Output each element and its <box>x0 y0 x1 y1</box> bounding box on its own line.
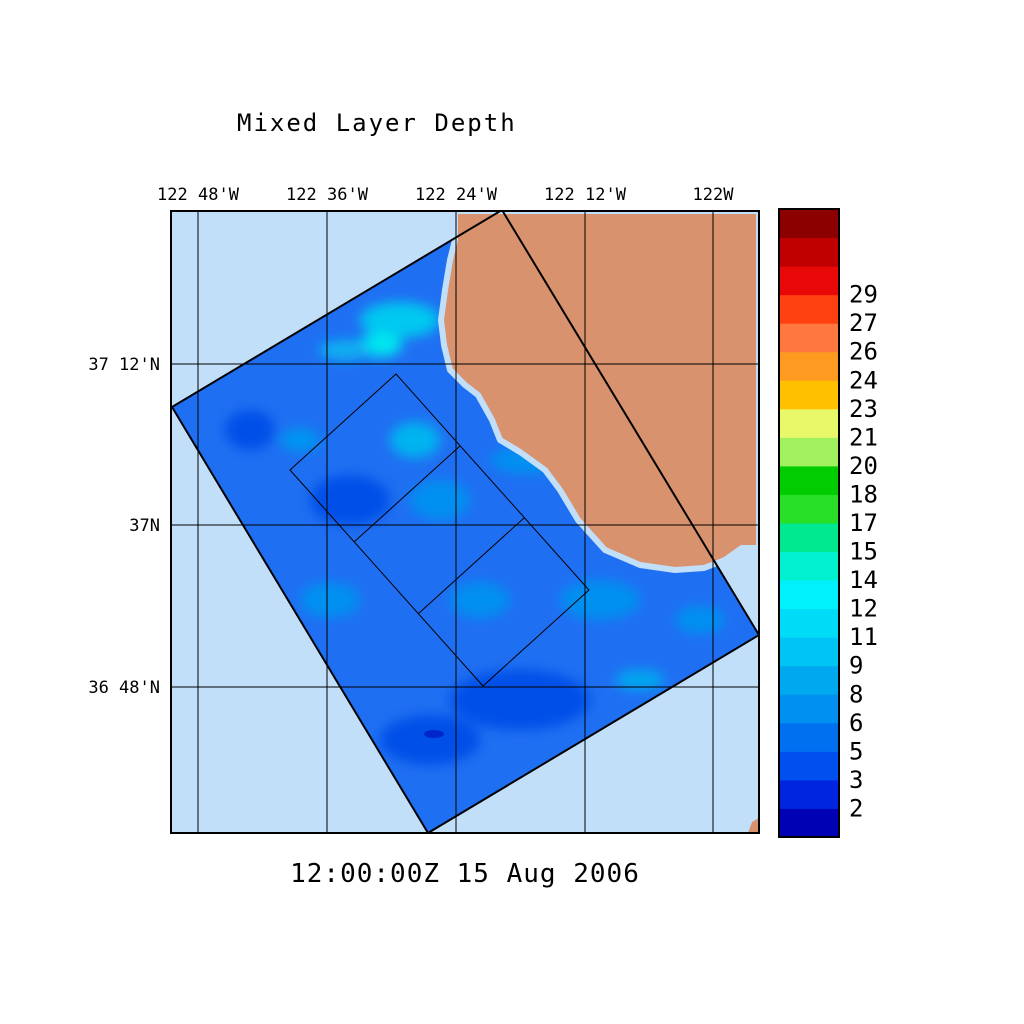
colorbar-swatch <box>779 551 839 581</box>
colorbar-label: 21 <box>849 423 878 451</box>
colorbar-swatch <box>779 808 839 838</box>
colorbar-swatch <box>779 380 839 410</box>
colorbar-swatch <box>779 209 839 239</box>
colorbar-label: 29 <box>849 281 878 309</box>
colorbar-label: 12 <box>849 595 878 623</box>
colorbar-swatch <box>779 779 839 809</box>
colorbar-swatch <box>779 237 839 267</box>
colorbar-swatch <box>779 437 839 467</box>
colorbar-label: 3 <box>849 766 863 794</box>
colorbar-label: 26 <box>849 338 878 366</box>
colorbar-swatch <box>779 294 839 324</box>
model-domain-outline <box>171 211 759 833</box>
colorbar-swatch <box>779 266 839 296</box>
colorbar-swatch <box>779 351 839 381</box>
colorbar-swatch <box>779 751 839 781</box>
sub-domain-boxes <box>289 373 590 687</box>
colorbar-swatch <box>779 494 839 524</box>
colorbar-label: 9 <box>849 652 863 680</box>
colorbar-swatch <box>779 323 839 353</box>
colorbar-label: 2 <box>849 794 863 822</box>
colorbar-label: 14 <box>849 566 878 594</box>
lon-label: 122 12'W <box>544 185 627 205</box>
timestamp-label: 12:00:00Z 15 Aug 2006 <box>290 859 640 889</box>
lon-label: 122W <box>693 185 735 205</box>
colorbar-swatch <box>779 465 839 495</box>
lon-label: 122 24'W <box>415 185 498 205</box>
lon-labels: 122 48'W 122 36'W 122 24'W 122 12'W 122W <box>157 185 734 205</box>
colorbar-swatch <box>779 523 839 553</box>
colorbar-border <box>778 208 840 838</box>
colorbar-label: 15 <box>849 538 878 566</box>
lat-label: 37N <box>129 516 160 536</box>
lon-label: 122 36'W <box>286 185 369 205</box>
lon-label: 122 48'W <box>157 185 240 205</box>
colorbar-label: 8 <box>849 680 863 708</box>
lat-labels: 37 12'N 37N 36 48'N <box>88 355 160 698</box>
lat-label: 36 48'N <box>88 678 160 698</box>
colorbar-label: 11 <box>849 623 878 651</box>
colorbar-swatch <box>779 722 839 752</box>
colorbar-swatch <box>779 665 839 695</box>
colorbar-label: 5 <box>849 737 863 765</box>
mixed-layer-field <box>172 211 759 833</box>
colorbar-swatch <box>779 694 839 724</box>
colorbar-label: 23 <box>849 395 878 423</box>
colorbar-label: 6 <box>849 709 863 737</box>
colorbar-swatch <box>779 608 839 638</box>
colorbar-label: 17 <box>849 509 878 537</box>
lat-label: 37 12'N <box>88 355 160 375</box>
colorbar-label: 24 <box>849 366 878 394</box>
colorbar-label: 27 <box>849 309 878 337</box>
chart-title: Mixed Layer Depth <box>237 109 517 137</box>
colorbar-label: 18 <box>849 480 878 508</box>
colorbar-swatch <box>779 580 839 610</box>
map-border <box>170 210 760 834</box>
land-corner <box>748 818 759 833</box>
colorbar-label: 20 <box>849 452 878 480</box>
coastline-land <box>438 211 759 573</box>
colorbar-swatch <box>779 408 839 438</box>
colorbar-swatch <box>779 637 839 667</box>
map-panel <box>170 210 760 834</box>
